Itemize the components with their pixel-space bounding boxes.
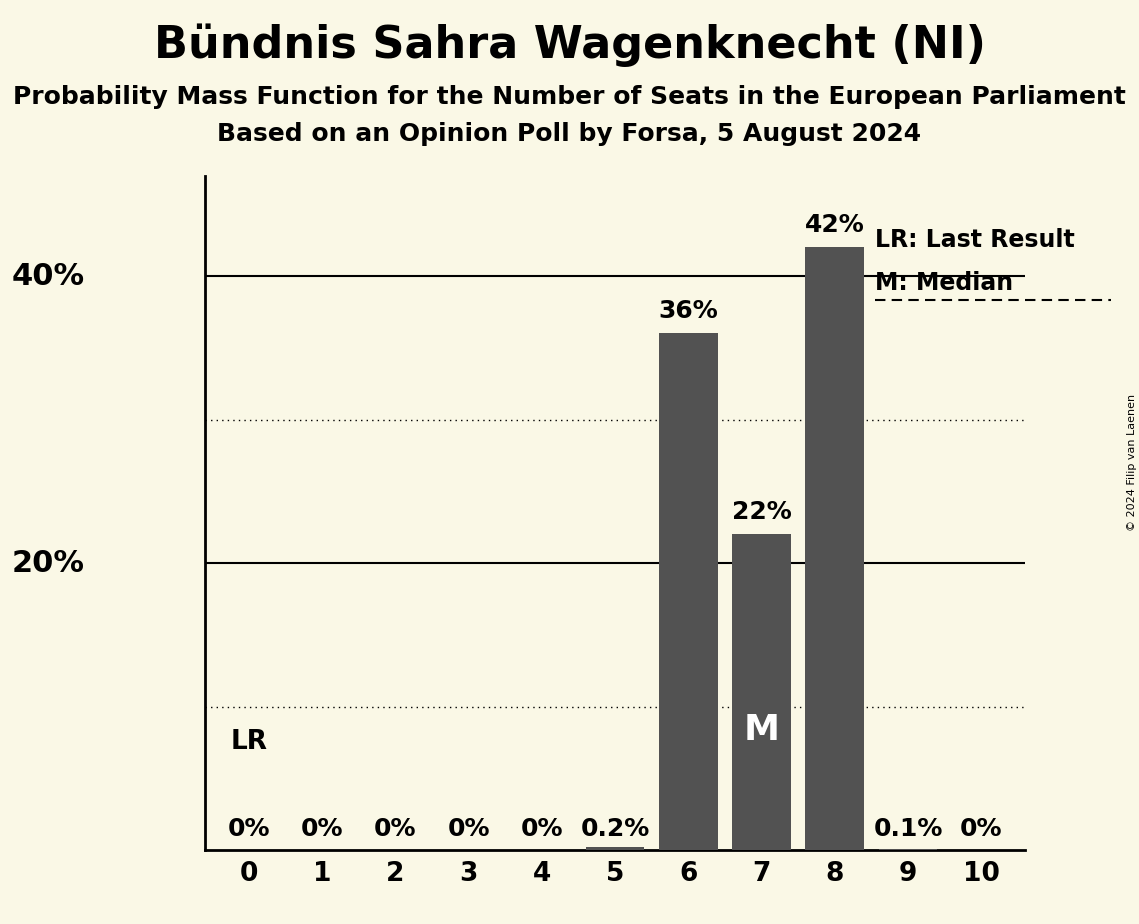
Bar — [878, 848, 937, 850]
Bar — [659, 334, 718, 850]
Text: 22%: 22% — [731, 500, 792, 524]
Text: 42%: 42% — [805, 213, 865, 237]
Text: 0%: 0% — [960, 818, 1002, 842]
Text: 0%: 0% — [301, 818, 344, 842]
Text: M: Median: M: Median — [875, 272, 1013, 295]
Bar — [585, 847, 645, 850]
Text: © 2024 Filip van Laenen: © 2024 Filip van Laenen — [1128, 394, 1137, 530]
Bar — [805, 248, 865, 850]
Text: 40%: 40% — [11, 261, 84, 290]
Text: 0.1%: 0.1% — [874, 818, 943, 842]
Text: LR: Last Result: LR: Last Result — [875, 228, 1075, 252]
Text: Based on an Opinion Poll by Forsa, 5 August 2024: Based on an Opinion Poll by Forsa, 5 Aug… — [218, 122, 921, 146]
Text: 0%: 0% — [374, 818, 417, 842]
Text: 36%: 36% — [658, 299, 719, 323]
Text: LR: LR — [230, 729, 268, 756]
Text: 0.2%: 0.2% — [581, 818, 649, 842]
Text: 0%: 0% — [228, 818, 270, 842]
Text: 20%: 20% — [11, 549, 84, 578]
Bar — [732, 534, 790, 850]
Text: 0%: 0% — [448, 818, 490, 842]
Text: Probability Mass Function for the Number of Seats in the European Parliament: Probability Mass Function for the Number… — [13, 85, 1126, 109]
Text: 0%: 0% — [521, 818, 563, 842]
Text: Bündnis Sahra Wagenknecht (NI): Bündnis Sahra Wagenknecht (NI) — [154, 23, 985, 67]
Text: M: M — [744, 713, 779, 748]
